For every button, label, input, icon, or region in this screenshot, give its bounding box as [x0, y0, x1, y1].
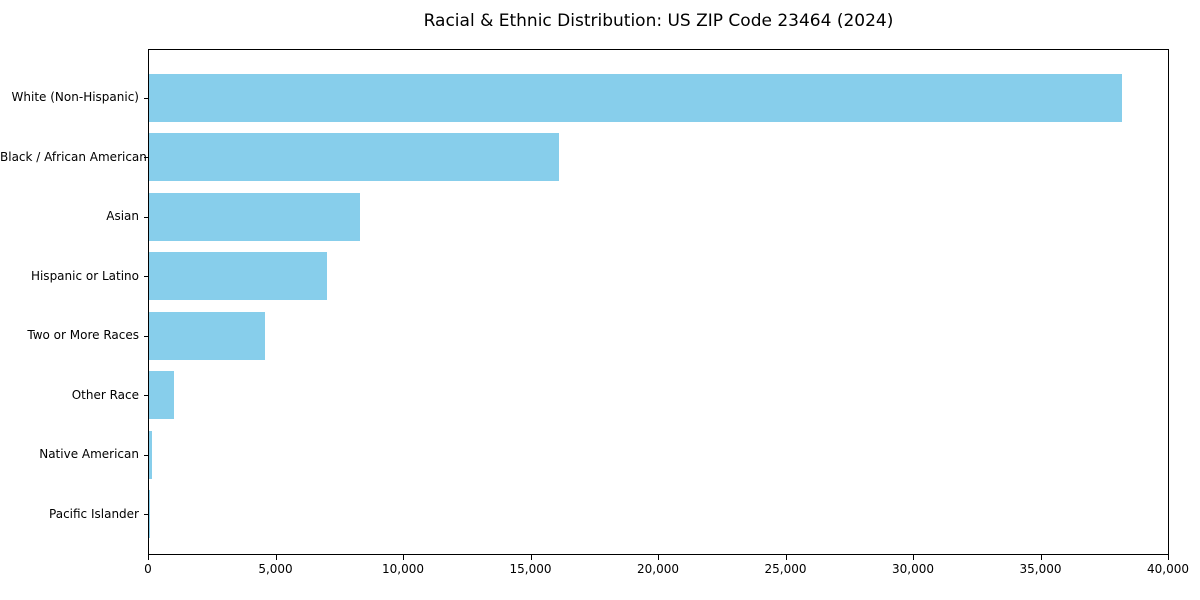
- x-tick-label: 40,000: [1147, 562, 1189, 576]
- x-tick-label: 25,000: [764, 562, 807, 576]
- y-tick-label: Asian: [106, 209, 139, 224]
- y-tick-label: Hispanic or Latino: [30, 268, 139, 283]
- x-tick-mark: [403, 555, 404, 560]
- y-tick-label: Two or More Races: [27, 328, 139, 343]
- y-tick-mark: [144, 514, 148, 516]
- x-tick-mark: [913, 555, 914, 560]
- bar-asian: [149, 192, 360, 241]
- bar-other-race: [149, 371, 174, 420]
- y-tick-mark: [144, 395, 148, 397]
- y-tick-label: Black / African American: [0, 149, 147, 164]
- x-tick-label: 35,000: [1019, 562, 1062, 576]
- y-tick-label: Native American: [39, 447, 139, 462]
- bar-white-non-hispanic: [149, 73, 1122, 122]
- y-tick-label: Other Race: [71, 387, 139, 402]
- x-tick-mark: [148, 555, 149, 560]
- bar-black-african-american: [149, 133, 559, 182]
- x-tick-label: 0: [144, 562, 152, 576]
- y-tick-mark: [144, 276, 148, 278]
- x-tick-mark: [1040, 555, 1042, 560]
- bar-two-or-more-races: [149, 311, 265, 360]
- x-tick-label: 5,000: [258, 562, 293, 576]
- y-tick-mark: [144, 216, 148, 218]
- x-tick-label: 10,000: [382, 562, 424, 576]
- x-tick-mark: [785, 555, 787, 560]
- bar-native-american: [149, 430, 153, 479]
- y-tick-mark: [144, 97, 148, 99]
- x-tick-mark: [275, 555, 277, 560]
- x-tick-mark: [1168, 555, 1169, 560]
- y-tick-mark: [144, 454, 148, 456]
- x-tick-mark: [658, 555, 659, 560]
- bar-pacific-islander: [149, 490, 150, 539]
- y-tick-mark: [144, 157, 148, 159]
- plot-area: [148, 49, 1169, 555]
- bar-hispanic-or-latino: [149, 252, 327, 301]
- chart-title: Racial & Ethnic Distribution: US ZIP Cod…: [423, 11, 894, 31]
- y-tick-label: Pacific Islander: [49, 506, 139, 521]
- y-tick-label: White (Non-Hispanic): [11, 90, 139, 104]
- y-tick-mark: [144, 335, 148, 337]
- x-tick-mark: [530, 555, 532, 560]
- x-tick-label: 30,000: [892, 562, 934, 576]
- x-tick-label: 20,000: [637, 562, 679, 576]
- x-tick-label: 15,000: [509, 562, 552, 576]
